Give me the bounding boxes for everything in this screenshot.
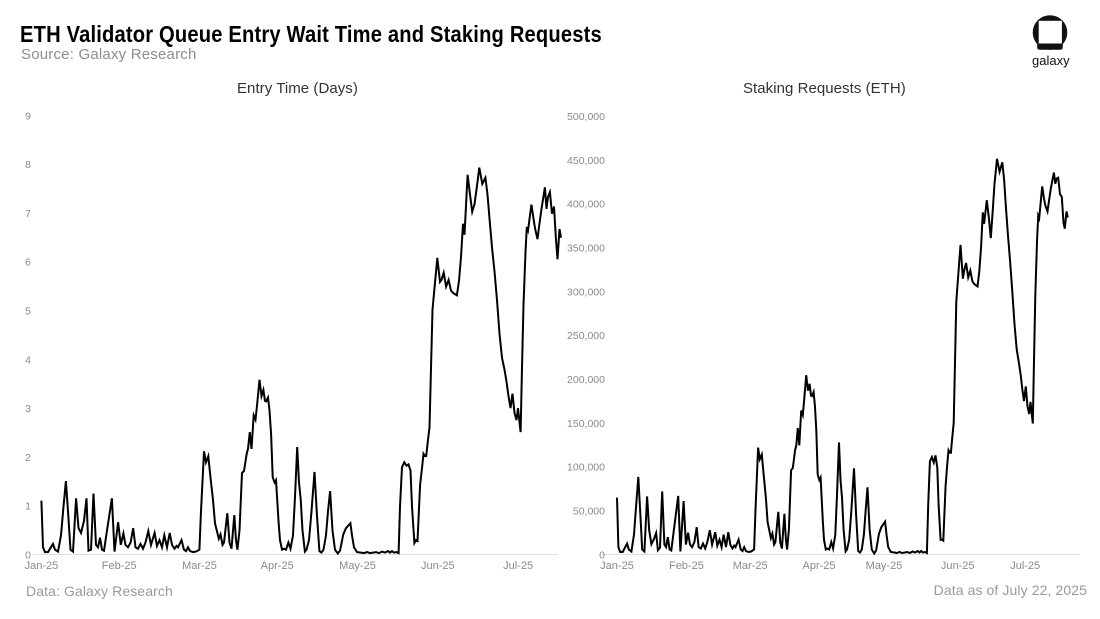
svg-text:4: 4: [25, 354, 31, 366]
svg-text:Apr-25: Apr-25: [261, 560, 294, 572]
svg-text:400,000: 400,000: [567, 199, 605, 211]
svg-text:May-25: May-25: [339, 560, 376, 572]
svg-text:Mar-25: Mar-25: [733, 560, 768, 572]
svg-text:50,000: 50,000: [573, 506, 605, 518]
svg-text:250,000: 250,000: [567, 330, 605, 342]
svg-text:3: 3: [25, 403, 31, 415]
svg-text:350,000: 350,000: [567, 243, 605, 255]
svg-text:Jul-25: Jul-25: [503, 560, 533, 572]
svg-text:Jun-25: Jun-25: [421, 560, 455, 572]
svg-text:150,000: 150,000: [567, 418, 605, 430]
svg-text:0: 0: [599, 549, 605, 561]
svg-text:0: 0: [25, 549, 31, 561]
svg-text:Apr-25: Apr-25: [802, 560, 835, 572]
svg-text:Jan-25: Jan-25: [600, 560, 634, 572]
svg-text:Mar-25: Mar-25: [182, 560, 217, 572]
svg-text:6: 6: [25, 257, 31, 269]
svg-text:Feb-25: Feb-25: [669, 560, 704, 572]
svg-text:Feb-25: Feb-25: [102, 560, 137, 572]
svg-text:May-25: May-25: [866, 560, 903, 572]
svg-text:9: 9: [25, 111, 31, 123]
svg-text:7: 7: [25, 208, 31, 220]
svg-text:100,000: 100,000: [567, 462, 605, 474]
svg-text:300,000: 300,000: [567, 286, 605, 298]
svg-text:1: 1: [25, 501, 31, 513]
svg-text:450,000: 450,000: [567, 155, 605, 167]
svg-text:200,000: 200,000: [567, 374, 605, 386]
svg-text:2: 2: [25, 452, 31, 464]
svg-text:Jun-25: Jun-25: [941, 560, 975, 572]
svg-text:Jan-25: Jan-25: [25, 560, 59, 572]
svg-text:500,000: 500,000: [567, 111, 605, 123]
svg-text:5: 5: [25, 306, 31, 318]
svg-text:8: 8: [25, 159, 31, 171]
svg-text:Jul-25: Jul-25: [1010, 560, 1040, 572]
